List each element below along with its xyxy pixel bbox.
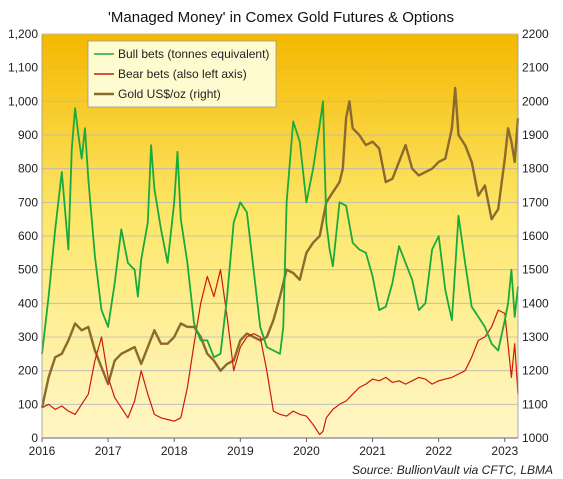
series-line-bull-bets [41, 100, 519, 359]
y-left-tick-label: 100 [18, 397, 38, 411]
series-line-bear-bets [41, 269, 519, 436]
x-tick-label: 2021 [359, 444, 386, 458]
x-tick-label: 2016 [29, 444, 56, 458]
y-right-tick-label: 1600 [522, 229, 549, 243]
y-right-tick-label: 1700 [522, 195, 549, 209]
y-right-tick-label: 2100 [522, 61, 549, 75]
y-right-tick-label: 1800 [522, 162, 549, 176]
gridlines [42, 33, 518, 405]
y-left-tick-label: 900 [18, 128, 38, 142]
y-left-tick-label: 800 [18, 162, 38, 176]
series-lines [40, 86, 520, 436]
x-tick-label: 2023 [491, 444, 518, 458]
legend-label-bull-bets: Bull bets (tonnes equivalent) [118, 47, 269, 61]
y-right-tick-label: 1000 [522, 431, 549, 445]
y-right-tick-label: 2200 [522, 27, 549, 41]
x-tick-label: 2017 [95, 444, 122, 458]
y-right-tick-label: 1400 [522, 296, 549, 310]
axes: 0 100 200 300 400 500 600 700 800 900 1,000 1,100 1,… [8, 27, 549, 458]
y-right-tick-label: 1500 [522, 263, 549, 277]
y-left-tick-label: 1,200 [8, 27, 38, 41]
x-tick-label: 2020 [293, 444, 320, 458]
legend-label-gold-price: Gold US$/oz (right) [118, 87, 221, 101]
y-left-tick-label: 200 [18, 364, 38, 378]
y-left-tick-label: 300 [18, 330, 38, 344]
legend-label-bear-bets: Bear bets (also left axis) [118, 67, 247, 81]
source-note: Source: BullionVault via CFTC, LBMA [352, 463, 553, 477]
x-tick-label: 2022 [425, 444, 452, 458]
y-left-tick-label: 600 [18, 229, 38, 243]
y-left-tick-label: 1,000 [8, 94, 38, 108]
y-right-tick-label: 2000 [522, 94, 549, 108]
y-left-tick-label: 700 [18, 195, 38, 209]
x-tick-label: 2018 [161, 444, 188, 458]
legend-box [87, 40, 277, 108]
chart-title: 'Managed Money' in Comex Gold Futures & … [108, 9, 454, 26]
x-tick-label: 2019 [227, 444, 254, 458]
series-line-gold-price [40, 86, 520, 408]
y-right-tick-label: 1100 [522, 397, 548, 411]
y-right-tick-label: 1900 [522, 128, 549, 142]
y-left-tick-label: 1,100 [8, 61, 38, 75]
y-left-tick-label: 500 [18, 263, 38, 277]
y-right-tick-label: 1300 [522, 330, 549, 344]
y-left-tick-label: 400 [18, 296, 38, 310]
y-right-tick-label: 1200 [522, 364, 549, 378]
legend: Bull bets (tonnes equivalent) Bear bets (… [87, 40, 277, 108]
y-left-tick-label: 0 [31, 431, 38, 445]
